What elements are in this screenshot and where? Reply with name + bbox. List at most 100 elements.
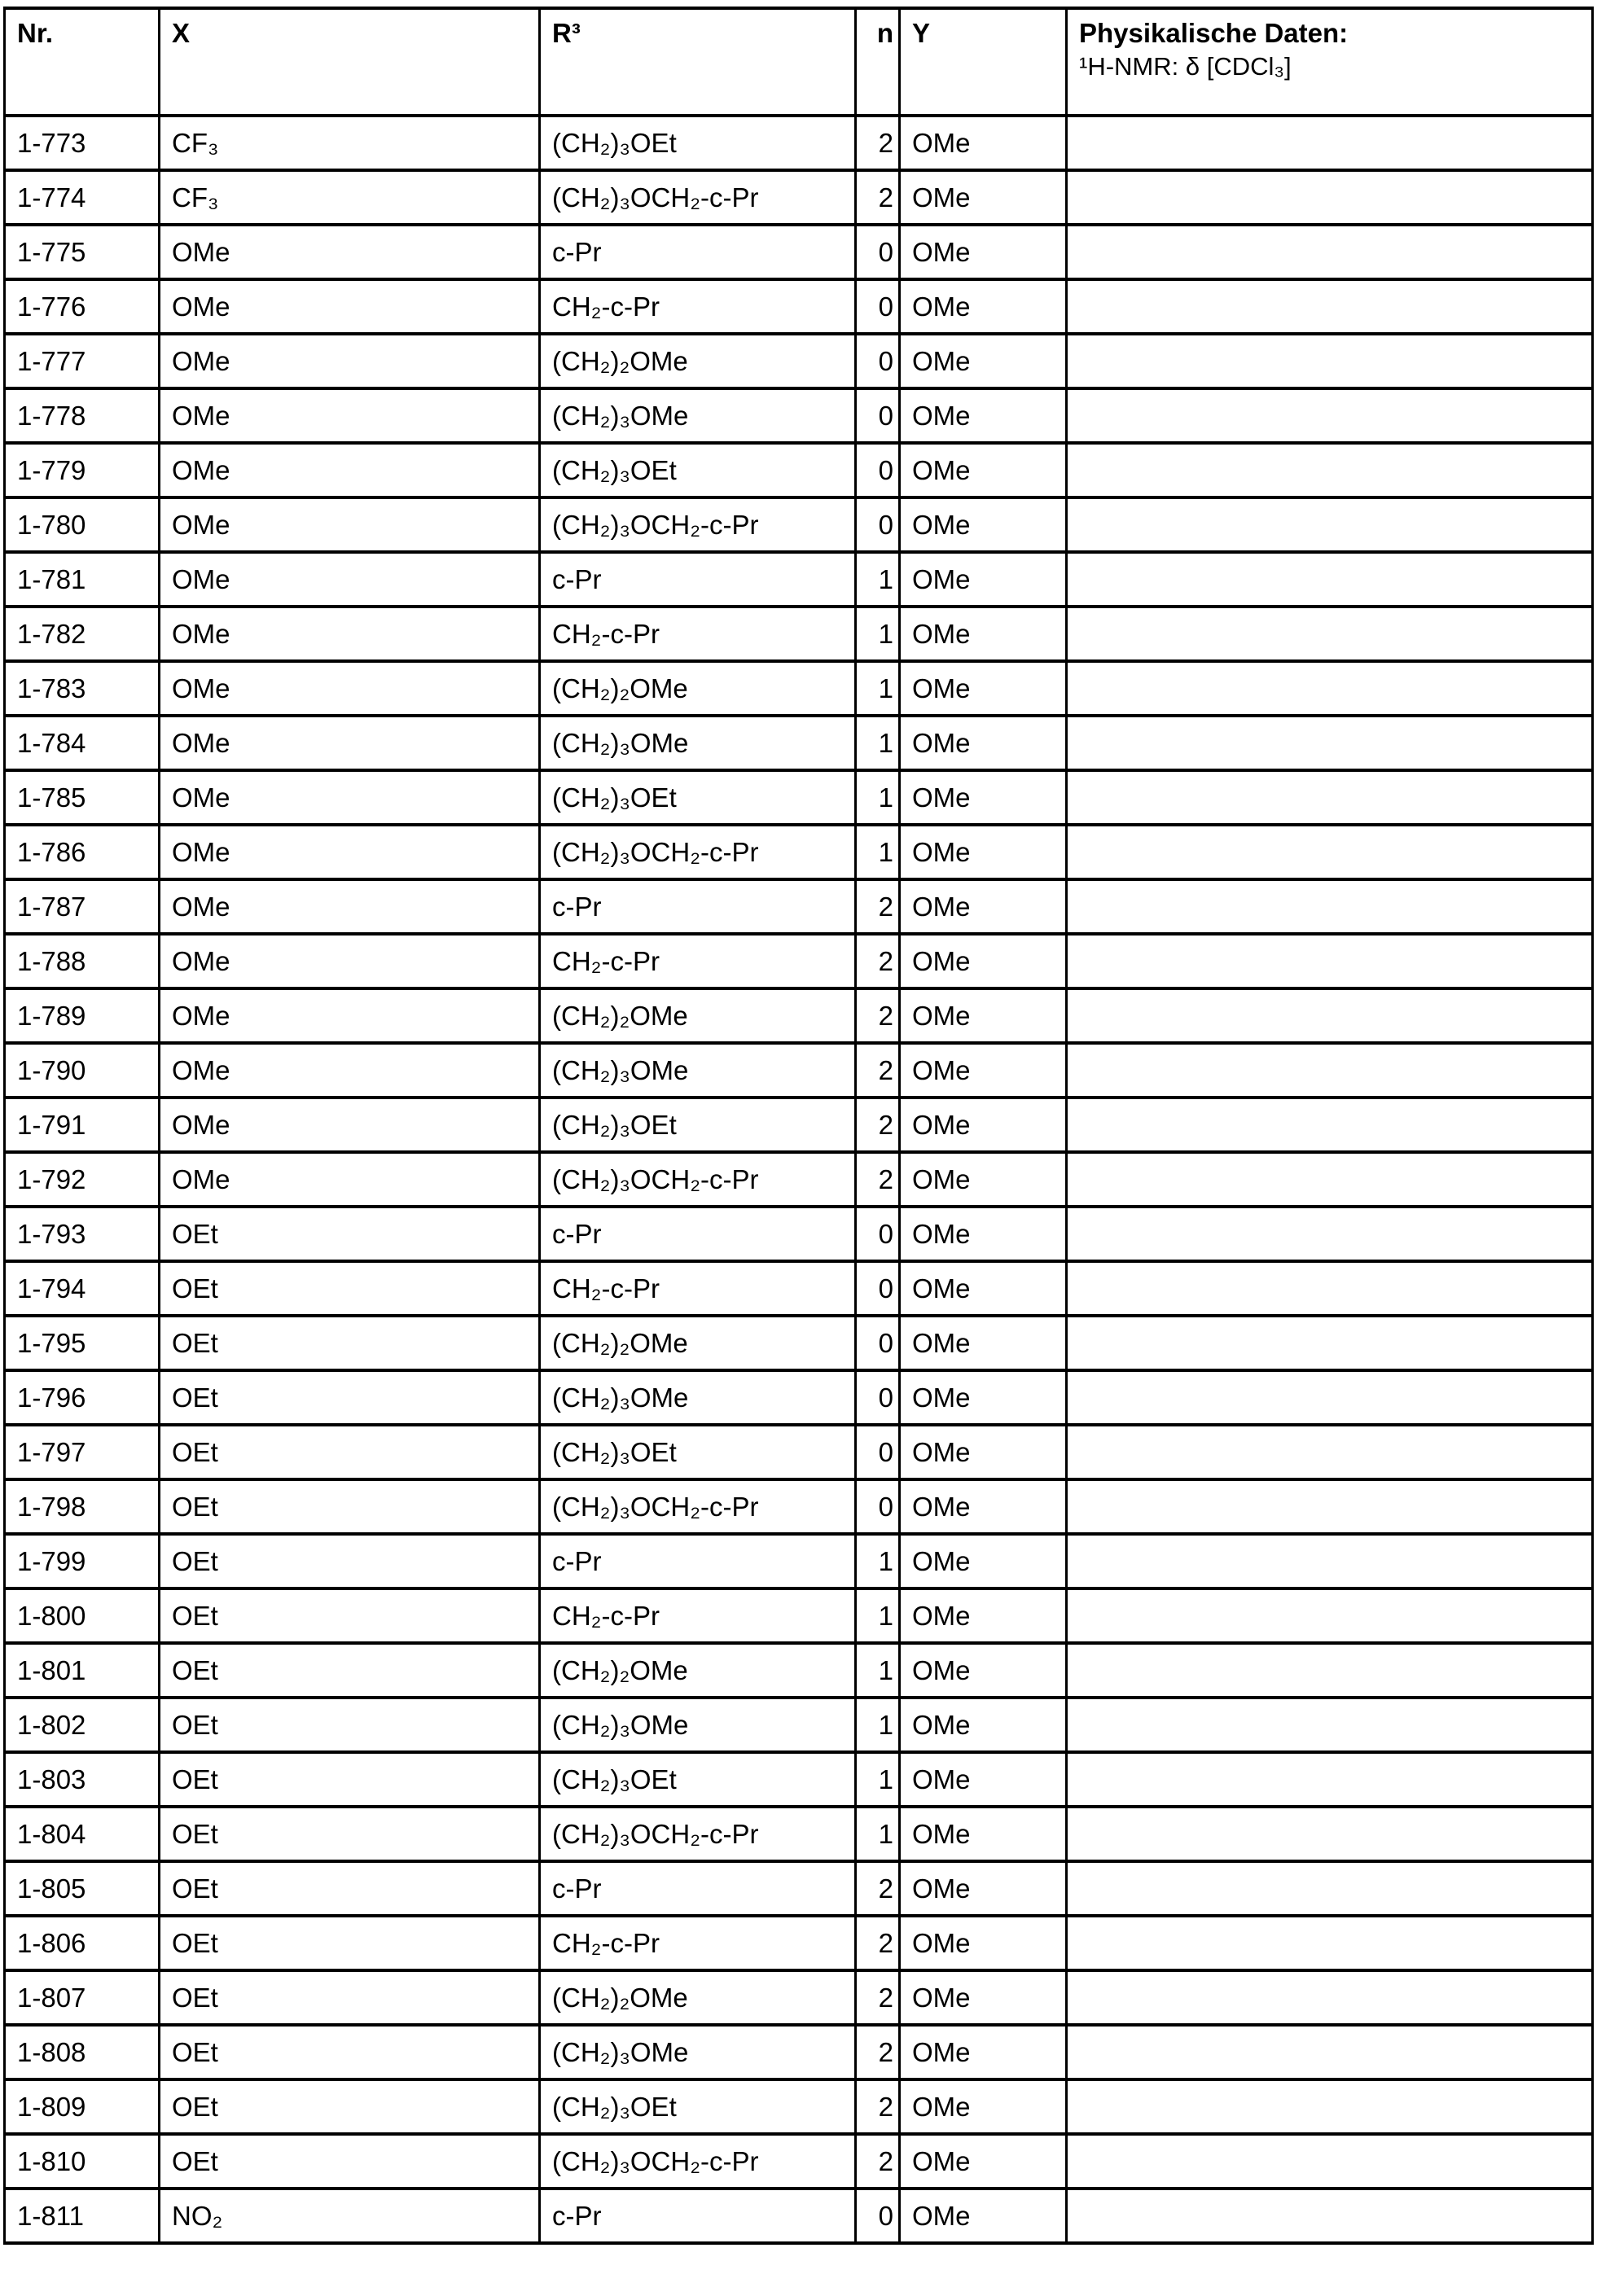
cell-r3: (CH₂)₂OMe <box>540 1970 856 2025</box>
cell-n: 1 <box>856 770 900 825</box>
table-row: 1-790OMe(CH₂)₃OMe2OMe <box>5 1043 1593 1098</box>
cell-physical-data <box>1067 497 1593 552</box>
cell-r3: (CH₂)₃OEt <box>540 2079 856 2134</box>
cell-physical-data <box>1067 334 1593 388</box>
table-row: 1-787OMec-Pr2OMe <box>5 879 1593 934</box>
cell-r3: (CH₂)₃OMe <box>540 716 856 770</box>
table-row: 1-809OEt(CH₂)₃OEt2OMe <box>5 2079 1593 2134</box>
cell-physical-data <box>1067 1861 1593 1916</box>
cell-y: OMe <box>900 2025 1067 2079</box>
cell-y: OMe <box>900 170 1067 225</box>
table-row: 1-800OEtCH₂-c-Pr1OMe <box>5 1588 1593 1643</box>
table-row: 1-788OMeCH₂-c-Pr2OMe <box>5 934 1593 988</box>
cell-r3: (CH₂)₃OCH₂-c-Pr <box>540 1152 856 1207</box>
cell-y: OMe <box>900 279 1067 334</box>
cell-r3: CH₂-c-Pr <box>540 607 856 661</box>
cell-x: OMe <box>160 1152 540 1207</box>
cell-n: 0 <box>856 1316 900 1370</box>
cell-r3: CH₂-c-Pr <box>540 1588 856 1643</box>
cell-nr: 1-803 <box>5 1752 160 1807</box>
cell-x: OEt <box>160 1698 540 1752</box>
cell-r3: (CH₂)₂OMe <box>540 334 856 388</box>
cell-physical-data <box>1067 1807 1593 1861</box>
cell-physical-data <box>1067 2189 1593 2243</box>
table-row: 1-783OMe(CH₂)₂OMe1OMe <box>5 661 1593 716</box>
cell-physical-data <box>1067 1316 1593 1370</box>
cell-x: OMe <box>160 443 540 497</box>
cell-x: OEt <box>160 1425 540 1479</box>
cell-y: OMe <box>900 2189 1067 2243</box>
cell-r3: (CH₂)₃OCH₂-c-Pr <box>540 825 856 879</box>
cell-y: OMe <box>900 497 1067 552</box>
cell-nr: 1-779 <box>5 443 160 497</box>
cell-y: OMe <box>900 2134 1067 2189</box>
cell-n: 0 <box>856 1425 900 1479</box>
table-row: 1-794OEtCH₂-c-Pr0OMe <box>5 1261 1593 1316</box>
table-row: 1-789OMe(CH₂)₂OMe2OMe <box>5 988 1593 1043</box>
cell-physical-data <box>1067 770 1593 825</box>
cell-nr: 1-776 <box>5 279 160 334</box>
cell-r3: c-Pr <box>540 1534 856 1588</box>
cell-n: 0 <box>856 443 900 497</box>
cell-x: OMe <box>160 934 540 988</box>
cell-r3: (CH₂)₃OCH₂-c-Pr <box>540 497 856 552</box>
cell-x: OEt <box>160 1534 540 1588</box>
cell-r3: c-Pr <box>540 552 856 607</box>
cell-r3: (CH₂)₂OMe <box>540 1316 856 1370</box>
table-row: 1-810OEt(CH₂)₃OCH₂-c-Pr2OMe <box>5 2134 1593 2189</box>
cell-n: 0 <box>856 2189 900 2243</box>
cell-n: 2 <box>856 2079 900 2134</box>
cell-y: OMe <box>900 225 1067 279</box>
cell-y: OMe <box>900 1152 1067 1207</box>
table-row: 1-777OMe(CH₂)₂OMe0OMe <box>5 334 1593 388</box>
cell-n: 2 <box>856 116 900 170</box>
cell-n: 1 <box>856 607 900 661</box>
cell-y: OMe <box>900 1752 1067 1807</box>
cell-nr: 1-783 <box>5 661 160 716</box>
cell-physical-data <box>1067 2079 1593 2134</box>
cell-y: OMe <box>900 1098 1067 1152</box>
cell-r3: (CH₂)₃OMe <box>540 1370 856 1425</box>
cell-x: OMe <box>160 607 540 661</box>
cell-x: CF₃ <box>160 170 540 225</box>
table-row: 1-803OEt(CH₂)₃OEt1OMe <box>5 1752 1593 1807</box>
cell-y: OMe <box>900 116 1067 170</box>
table-row: 1-795OEt(CH₂)₂OMe0OMe <box>5 1316 1593 1370</box>
cell-nr: 1-789 <box>5 988 160 1043</box>
cell-n: 1 <box>856 1588 900 1643</box>
cell-nr: 1-796 <box>5 1370 160 1425</box>
cell-x: OMe <box>160 279 540 334</box>
cell-physical-data <box>1067 1152 1593 1207</box>
header-nr: Nr. <box>5 8 160 116</box>
cell-y: OMe <box>900 1698 1067 1752</box>
cell-physical-data <box>1067 1098 1593 1152</box>
cell-nr: 1-810 <box>5 2134 160 2189</box>
cell-n: 2 <box>856 934 900 988</box>
cell-x: OMe <box>160 1043 540 1098</box>
cell-r3: (CH₂)₃OMe <box>540 1698 856 1752</box>
cell-n: 2 <box>856 988 900 1043</box>
cell-r3: (CH₂)₂OMe <box>540 1643 856 1698</box>
cell-n: 0 <box>856 388 900 443</box>
cell-y: OMe <box>900 2079 1067 2134</box>
cell-physical-data <box>1067 1970 1593 2025</box>
cell-y: OMe <box>900 334 1067 388</box>
cell-x: OEt <box>160 1643 540 1698</box>
cell-x: NO₂ <box>160 2189 540 2243</box>
cell-x: OMe <box>160 497 540 552</box>
cell-nr: 1-778 <box>5 388 160 443</box>
cell-physical-data <box>1067 225 1593 279</box>
cell-y: OMe <box>900 388 1067 443</box>
cell-x: OEt <box>160 2079 540 2134</box>
cell-x: OMe <box>160 1098 540 1152</box>
cell-n: 2 <box>856 2134 900 2189</box>
cell-x: OEt <box>160 1207 540 1261</box>
cell-physical-data <box>1067 1643 1593 1698</box>
cell-nr: 1-802 <box>5 1698 160 1752</box>
cell-nr: 1-785 <box>5 770 160 825</box>
cell-n: 0 <box>856 279 900 334</box>
cell-nr: 1-809 <box>5 2079 160 2134</box>
cell-physical-data <box>1067 170 1593 225</box>
table-row: 1-791OMe(CH₂)₃OEt2OMe <box>5 1098 1593 1152</box>
cell-physical-data <box>1067 716 1593 770</box>
